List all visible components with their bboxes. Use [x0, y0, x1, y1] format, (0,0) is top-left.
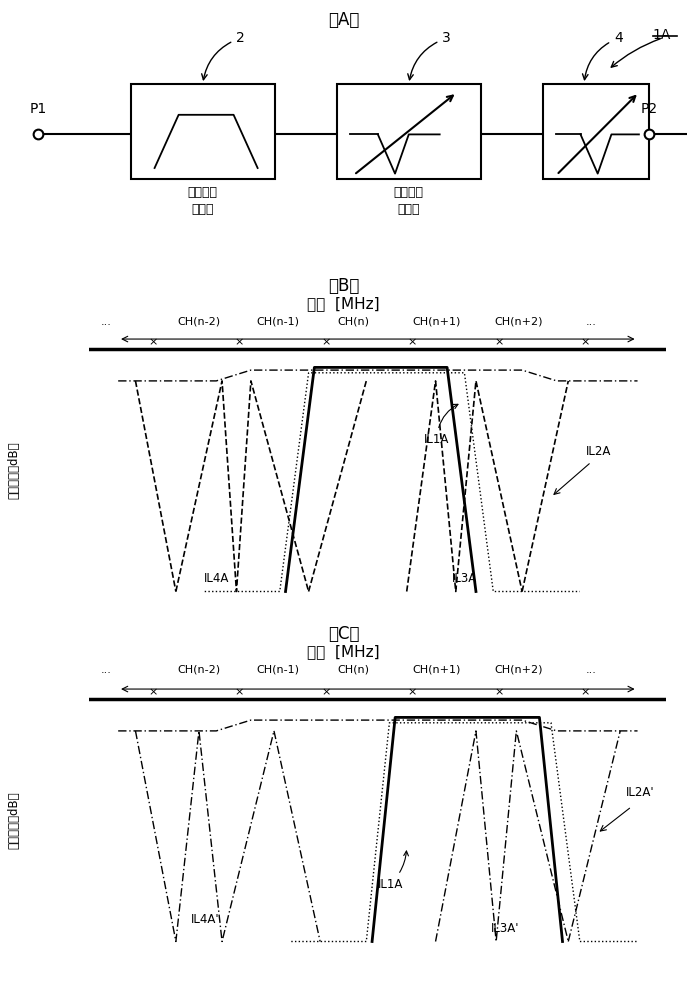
Text: ×: × — [408, 687, 417, 697]
Text: CH(n+2): CH(n+2) — [495, 317, 543, 327]
Text: ×: × — [322, 337, 330, 347]
Text: IL3A': IL3A' — [491, 922, 519, 934]
Text: IL4A': IL4A' — [190, 913, 219, 926]
Text: 1A: 1A — [653, 28, 671, 42]
Text: 滤波器: 滤波器 — [192, 203, 214, 216]
Text: CH(n-2): CH(n-2) — [178, 317, 221, 327]
Text: ...: ... — [585, 317, 596, 327]
Text: CH(n-2): CH(n-2) — [178, 665, 221, 675]
Text: （B）: （B） — [328, 277, 359, 295]
Text: 3: 3 — [408, 31, 451, 80]
Text: IL3A: IL3A — [452, 572, 477, 584]
Text: ×: × — [148, 687, 157, 697]
Text: ×: × — [581, 337, 590, 347]
Text: IL2A: IL2A — [585, 445, 611, 458]
Text: （A）: （A） — [328, 11, 359, 29]
Text: ×: × — [148, 337, 157, 347]
Bar — [543, 84, 649, 179]
Text: CH(n): CH(n) — [338, 317, 370, 327]
Text: ×: × — [495, 337, 504, 347]
Text: ...: ... — [585, 665, 596, 675]
Text: 4: 4 — [583, 31, 622, 80]
Text: 2: 2 — [202, 31, 245, 80]
Text: ×: × — [495, 687, 504, 697]
Text: CH(n+2): CH(n+2) — [495, 665, 543, 675]
Text: 插入损耗［dB］: 插入损耗［dB］ — [8, 441, 21, 499]
Text: 频率  [MHz]: 频率 [MHz] — [307, 296, 380, 312]
Text: 宽频带通: 宽频带通 — [188, 186, 218, 199]
Text: ...: ... — [101, 665, 112, 675]
Text: ×: × — [581, 687, 590, 697]
Text: ×: × — [322, 687, 330, 697]
Text: 插入损耗［dB］: 插入损耗［dB］ — [8, 791, 21, 849]
Text: （C）: （C） — [328, 625, 359, 643]
Text: IL4A: IL4A — [203, 572, 229, 584]
Text: CH(n): CH(n) — [338, 665, 370, 675]
Text: ...: ... — [101, 317, 112, 327]
Text: IL2A': IL2A' — [626, 786, 655, 800]
Text: IL1A: IL1A — [378, 851, 409, 890]
Text: 频率  [MHz]: 频率 [MHz] — [307, 645, 380, 660]
Text: ×: × — [235, 687, 244, 697]
Bar — [337, 84, 481, 179]
Text: 可变带阻: 可变带阻 — [394, 186, 424, 199]
Text: CH(n-1): CH(n-1) — [257, 317, 300, 327]
Text: IL1A: IL1A — [424, 404, 458, 446]
Text: P1: P1 — [29, 102, 47, 116]
Text: CH(n-1): CH(n-1) — [257, 665, 300, 675]
Text: ×: × — [408, 337, 417, 347]
Bar — [131, 84, 275, 179]
Text: CH(n+1): CH(n+1) — [412, 317, 460, 327]
Text: CH(n+1): CH(n+1) — [412, 665, 460, 675]
Text: P2: P2 — [641, 102, 657, 116]
Text: ×: × — [235, 337, 244, 347]
Text: 滤波器: 滤波器 — [398, 203, 420, 216]
